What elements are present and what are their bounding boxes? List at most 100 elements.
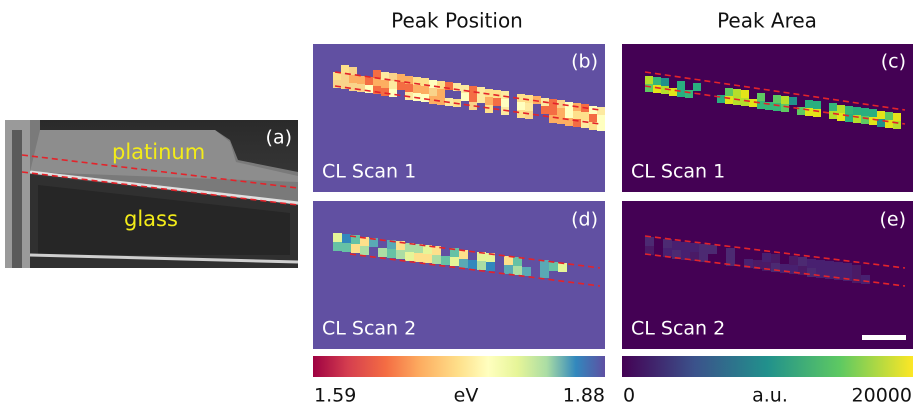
map-pixel xyxy=(445,82,453,90)
map-pixel xyxy=(349,83,357,91)
map-pixel xyxy=(807,268,816,277)
map-pixel xyxy=(477,95,485,103)
map-pixel xyxy=(387,240,396,249)
panel-caption: CL Scan 2 xyxy=(631,318,725,340)
map-pixel xyxy=(565,118,573,126)
map-pixel xyxy=(405,243,414,252)
map-pixel xyxy=(725,96,733,104)
map-pixel xyxy=(789,265,798,274)
map-pixel xyxy=(421,86,429,94)
map-pixel xyxy=(753,260,762,269)
map-pixel xyxy=(853,107,861,115)
map-pixel xyxy=(381,72,389,80)
map-pixel xyxy=(517,102,525,110)
map-pixel xyxy=(525,103,533,111)
panel-label: (c) xyxy=(881,51,906,73)
map-pixel xyxy=(414,253,423,262)
map-pixel xyxy=(708,245,717,254)
map-pixel xyxy=(813,109,821,117)
map-pixel xyxy=(789,97,797,105)
map-pixel xyxy=(423,245,432,254)
map-pixel xyxy=(357,84,365,92)
map-pixel xyxy=(645,237,654,246)
map-pixel xyxy=(533,96,541,104)
map-pixel xyxy=(351,235,360,244)
map-pixel xyxy=(852,274,861,283)
map-pixel xyxy=(469,94,477,102)
map-pixel xyxy=(781,96,789,104)
map-pixel xyxy=(845,106,853,114)
map-pixel xyxy=(333,72,341,80)
map-pixel xyxy=(645,246,654,255)
panel-label: (a) xyxy=(266,127,292,149)
map-pixel xyxy=(661,78,669,86)
map-pixel xyxy=(540,269,549,278)
map-pixel xyxy=(389,81,397,89)
map-pixel xyxy=(357,76,365,84)
map-pixel xyxy=(485,97,493,105)
map-pixel xyxy=(365,77,373,85)
map-pixel xyxy=(369,238,378,247)
map-pixel xyxy=(829,111,837,119)
map-pixel xyxy=(381,80,389,88)
map-pixel xyxy=(396,250,405,259)
map-pixel xyxy=(798,257,807,266)
map-pixel xyxy=(757,101,765,109)
panel-label: (e) xyxy=(879,209,906,231)
map-pixel xyxy=(877,119,885,127)
map-pixel xyxy=(429,88,437,96)
map-pixel xyxy=(397,82,405,90)
map-pixel xyxy=(453,83,461,91)
map-pixel xyxy=(749,99,757,107)
map-pixel xyxy=(441,256,450,265)
map-pixel xyxy=(869,117,877,125)
colorbar-min: 1.59 xyxy=(314,385,356,407)
map-pixel xyxy=(525,95,533,103)
map-pixel xyxy=(450,257,459,266)
map-pixel xyxy=(469,86,477,94)
map-pixel xyxy=(381,88,389,96)
map-pixel xyxy=(557,108,565,116)
panel-label: (b) xyxy=(571,51,598,73)
map-pixel xyxy=(672,241,681,250)
map-pixel xyxy=(597,107,605,115)
map-pixel xyxy=(843,272,852,281)
map-pixel xyxy=(513,257,522,266)
map-pixel xyxy=(685,90,693,98)
map-pixel xyxy=(461,85,469,93)
map-pixel xyxy=(885,120,893,128)
map-panel xyxy=(313,201,605,349)
map-pixel xyxy=(773,103,781,111)
map-pixel xyxy=(501,99,509,107)
map-pixel xyxy=(349,75,357,83)
map-pixel xyxy=(861,108,869,116)
map-pixel xyxy=(525,111,533,119)
map-pixel xyxy=(805,108,813,116)
map-pixel xyxy=(485,105,493,113)
map-pixel xyxy=(437,97,445,105)
map-pixel xyxy=(677,89,685,97)
map-pixel xyxy=(733,89,741,97)
map-pixel xyxy=(677,81,685,89)
map-pixel xyxy=(717,95,725,103)
map-pixel xyxy=(549,115,557,123)
map-pixel xyxy=(845,114,853,122)
map-pixel xyxy=(378,248,387,257)
map-pixel xyxy=(765,102,773,110)
map-pixel xyxy=(461,93,469,101)
colorbar xyxy=(313,356,605,377)
map-pixel xyxy=(797,107,805,115)
map-pixel xyxy=(396,241,405,250)
map-pixel xyxy=(558,263,567,272)
colorbar-max: 1.88 xyxy=(563,385,605,407)
map-pixel xyxy=(437,81,445,89)
map-pixel xyxy=(653,77,661,85)
map-pixel xyxy=(459,250,468,259)
map-pixel xyxy=(421,78,429,86)
map-pixel xyxy=(829,103,837,111)
map-pixel xyxy=(349,67,357,75)
map-pixel xyxy=(540,260,549,269)
map-pixel xyxy=(672,250,681,259)
column-title: Peak Position xyxy=(391,9,523,33)
